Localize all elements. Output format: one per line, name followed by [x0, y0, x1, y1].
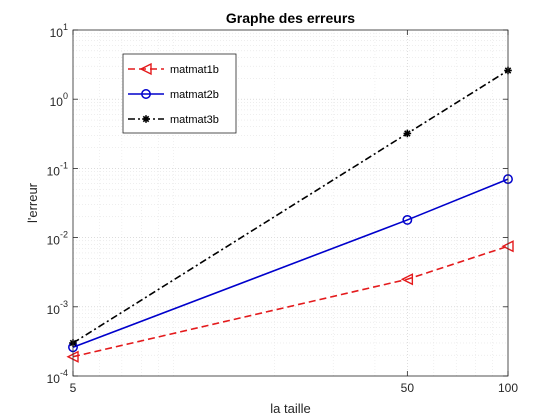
legend-marker-matmat1b	[139, 62, 152, 76]
series-line-matmat2b	[72, 178, 509, 349]
y-tick-label: 10-1	[47, 160, 68, 178]
legend: matmat1b matmat2b matmat3b	[122, 53, 237, 134]
chart-title: Graphe des erreurs	[226, 10, 355, 26]
axis-ticks: 10-4 10-3 10-2 10-1 100 101 5 50 100	[47, 22, 519, 395]
x-tick-label: 100	[498, 381, 518, 395]
legend-marker-matmat3b	[142, 115, 150, 123]
data-point-matmat1b	[400, 273, 414, 286]
y-tick-label: 101	[50, 22, 68, 40]
x-tick-label: 50	[401, 381, 415, 395]
legend-label-matmat1b: matmat1b	[170, 64, 219, 76]
y-tick-label: 100	[50, 91, 68, 109]
data-point-matmat2b	[402, 214, 413, 225]
data-point-matmat3b	[403, 129, 412, 138]
legend-marker-matmat2b	[141, 89, 151, 99]
y-tick-label: 10-2	[47, 230, 68, 248]
series-line-matmat1b	[72, 245, 509, 358]
legend-label-matmat2b: matmat2b	[170, 89, 219, 101]
x-tick-label: 5	[70, 381, 77, 395]
y-tick-label: 10-4	[47, 368, 68, 386]
y-axis-label: l'erreur	[25, 182, 40, 223]
x-axis-label: la taille	[270, 401, 310, 416]
legend-label-matmat3b: matmat3b	[170, 114, 219, 126]
plot-frame	[72, 29, 509, 377]
y-tick-label: 10-3	[47, 299, 68, 317]
